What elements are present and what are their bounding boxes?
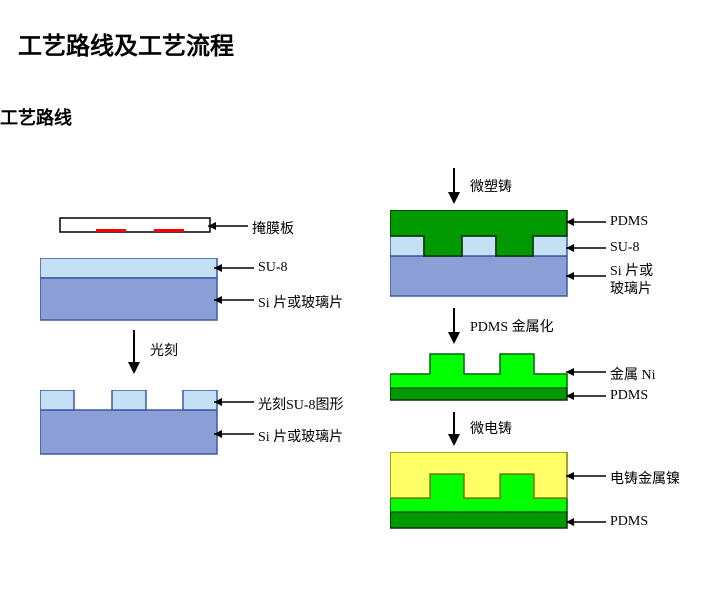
label-pdms-r2: PDMS bbox=[610, 388, 648, 404]
arrow-micro-electroform bbox=[444, 410, 464, 452]
leader-su8 bbox=[206, 260, 256, 276]
section-title: 工艺路线 bbox=[0, 104, 72, 130]
label-si-l2: Si 片或玻璃片 bbox=[258, 292, 343, 312]
label-si-r1b: 玻璃片 bbox=[610, 278, 652, 298]
label-su8-r1: SU-8 bbox=[610, 240, 640, 256]
leader-metal-r2 bbox=[558, 364, 608, 380]
label-mask: 掩膜板 bbox=[252, 218, 294, 238]
leader-si-l2 bbox=[206, 292, 256, 308]
leader-si-r1 bbox=[558, 268, 608, 284]
label-su8-l2: SU-8 bbox=[258, 260, 288, 276]
label-metal-r2: 金属 Ni bbox=[610, 364, 656, 384]
label-si-r1a: Si 片或 bbox=[610, 260, 653, 280]
label-pdms-r1: PDMS bbox=[610, 214, 648, 230]
label-pdms-r3: PDMS bbox=[610, 514, 648, 530]
leader-pdms-r1 bbox=[558, 214, 608, 230]
label-micro-electroform: 微电铸 bbox=[470, 418, 512, 438]
label-pdms-metal: PDMS 金属化 bbox=[470, 316, 554, 336]
arrow-photolith bbox=[124, 328, 144, 378]
label-su8-pattern: 光刻SU-8图形 bbox=[258, 394, 344, 414]
label-micro-mold: 微塑铸 bbox=[470, 176, 512, 196]
label-si-l3: Si 片或玻璃片 bbox=[258, 426, 343, 446]
arrow-micro-mold bbox=[444, 166, 464, 210]
leader-yellow-r3 bbox=[558, 468, 608, 484]
arrow-pdms-metal bbox=[444, 306, 464, 350]
label-yellow-r3: 电铸金属镍 bbox=[610, 468, 680, 488]
leader-pdms-r2 bbox=[558, 388, 608, 404]
leader-su8-pattern bbox=[206, 394, 256, 410]
label-photolith: 光刻 bbox=[150, 340, 178, 360]
leader-su8-r1 bbox=[558, 240, 608, 256]
leader-pdms-r3 bbox=[558, 514, 608, 530]
leader-si-l3 bbox=[206, 426, 256, 442]
page-title: 工艺路线及工艺流程 bbox=[18, 26, 234, 61]
leader-mask bbox=[200, 218, 250, 234]
